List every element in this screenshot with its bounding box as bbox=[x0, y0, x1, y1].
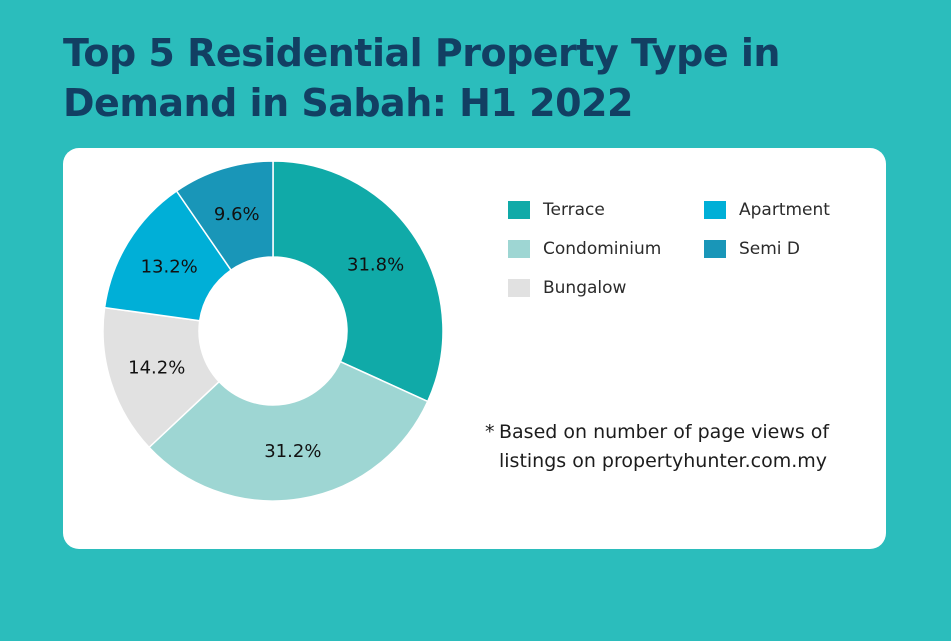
legend-label-semi-d: Semi D bbox=[739, 239, 801, 259]
legend-item-semi-d: Semi D bbox=[704, 238, 800, 260]
slice-value-label-semi-d: 9.6% bbox=[214, 204, 260, 225]
legend-label-bungalow: Bungalow bbox=[543, 278, 627, 298]
legend-swatch-condominium bbox=[508, 240, 530, 258]
chart-title: Top 5 Residential Property Type in Deman… bbox=[63, 31, 780, 125]
legend-swatch-apartment bbox=[704, 201, 726, 219]
slice-value-label-apartment: 13.2% bbox=[141, 256, 198, 277]
legend-label-condominium: Condominium bbox=[543, 239, 662, 259]
note-text: Based on number of page views of listing… bbox=[499, 421, 830, 472]
donut-slice-semi-d bbox=[175, 160, 274, 272]
note-marker: * bbox=[485, 421, 495, 443]
donut-slice-condominium bbox=[148, 360, 429, 502]
legend-item-terrace: Terrace bbox=[508, 199, 605, 221]
chart-card: 31.8% 31.2% 14.2% 13.2% 9.6% Terrace Apartmen… bbox=[63, 148, 886, 549]
slice-value-label-terrace: 31.8% bbox=[347, 254, 404, 275]
legend-item-condominium: Condominium bbox=[508, 238, 661, 260]
legend-item-bungalow: Bungalow bbox=[508, 277, 626, 299]
legend-swatch-semi-d bbox=[704, 240, 726, 258]
donut-slice-terrace bbox=[272, 160, 444, 403]
legend-swatch-terrace bbox=[508, 201, 530, 219]
slice-value-label-bungalow: 14.2% bbox=[128, 357, 185, 378]
legend-item-apartment: Apartment bbox=[704, 199, 830, 221]
slice-value-label-condominium: 31.2% bbox=[264, 441, 321, 462]
legend-label-terrace: Terrace bbox=[543, 200, 605, 220]
source-note: * Based on number of page views of listi… bbox=[485, 418, 875, 476]
legend-swatch-bungalow bbox=[508, 279, 530, 297]
legend-label-apartment: Apartment bbox=[739, 200, 830, 220]
donut-chart: 31.8% 31.2% 14.2% 13.2% 9.6% bbox=[102, 160, 444, 502]
